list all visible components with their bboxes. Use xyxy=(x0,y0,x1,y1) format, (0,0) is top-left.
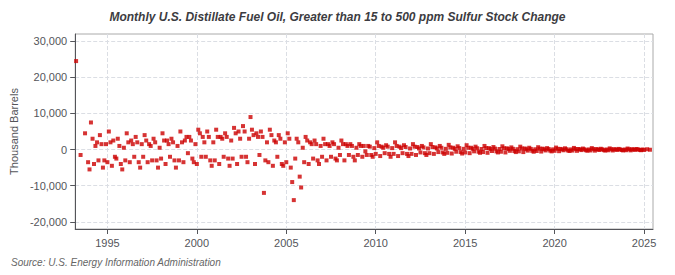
svg-text:10,000: 10,000 xyxy=(34,107,68,119)
svg-text:2020: 2020 xyxy=(542,237,566,249)
svg-text:Thousand Barrels: Thousand Barrels xyxy=(8,88,20,175)
svg-text:1995: 1995 xyxy=(95,237,119,249)
svg-text:2000: 2000 xyxy=(185,237,209,249)
svg-text:2015: 2015 xyxy=(453,237,477,249)
svg-text:Source: U.S. Energy Informatio: Source: U.S. Energy Information Administ… xyxy=(11,257,221,268)
svg-text:2010: 2010 xyxy=(363,237,387,249)
svg-text:30,000: 30,000 xyxy=(34,35,68,47)
svg-text:-10,000: -10,000 xyxy=(30,180,67,192)
svg-text:-20,000: -20,000 xyxy=(30,216,67,228)
svg-text:2025: 2025 xyxy=(632,237,656,249)
svg-text:2005: 2005 xyxy=(274,237,298,249)
svg-text:20,000: 20,000 xyxy=(34,71,68,83)
svg-text:0: 0 xyxy=(61,144,67,156)
svg-text:Monthly U.S. Distillate Fuel O: Monthly U.S. Distillate Fuel Oil, Greate… xyxy=(109,10,565,24)
